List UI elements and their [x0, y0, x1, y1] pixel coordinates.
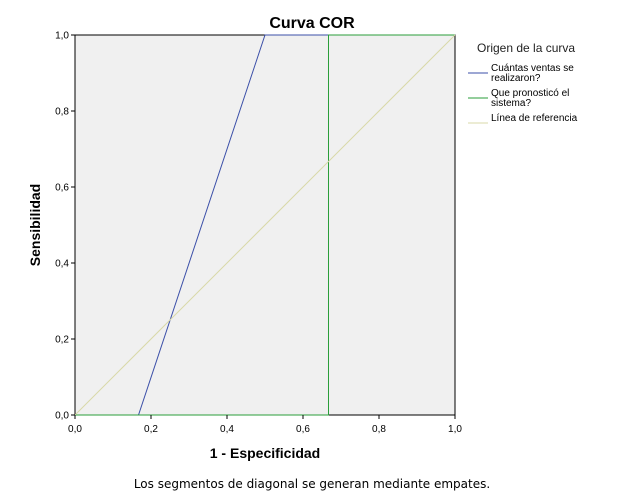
series-layer: [74, 34, 456, 416]
y-axis-label: Sensibilidad: [27, 184, 43, 266]
y-tick-label: 0,8: [55, 107, 69, 118]
x-tick-label: 0,8: [372, 424, 386, 435]
legend-label: Línea de referencia: [491, 113, 578, 124]
legend-item-1: Cuántas ventas se realizaron?: [468, 63, 574, 84]
legend-label: Cuántas ventas se realizaron?: [491, 63, 574, 84]
y-tick-label: 0,0: [55, 411, 69, 422]
legend-item-2: Que pronosticó el sistema?: [468, 88, 569, 109]
legend: Origen de la curva Cuántas ventas se real…: [468, 41, 578, 124]
x-tick-label: 0,4: [220, 424, 234, 435]
chart-title: Curva COR: [269, 15, 355, 32]
y-tick-label: 0,6: [55, 183, 69, 194]
series-line-3: [74, 34, 456, 416]
legend-title: Origen de la curva: [477, 41, 575, 55]
legend-item-3: Línea de referencia: [468, 113, 578, 124]
x-axis-label: 1 - Especificidad: [210, 445, 320, 461]
footnote: Los segmentos de diagonal se generan med…: [134, 477, 490, 491]
axis-layer: 0,0 0,2 0,4 0,6 0,8 1,0 0,0 0,2 0,4 0,6 0,8 1,0: [55, 31, 462, 436]
x-tick-label: 0,2: [144, 424, 158, 435]
x-tick-label: 0,0: [68, 424, 82, 435]
y-tick-label: 0,2: [55, 335, 69, 346]
y-tick-label: 1,0: [55, 31, 69, 42]
x-tick-label: 1,0: [448, 424, 462, 435]
series-line-2: [75, 34, 455, 416]
x-tick-label: 0,6: [296, 424, 310, 435]
y-tick-label: 0,4: [55, 259, 69, 270]
legend-label: Que pronosticó el sistema?: [491, 88, 569, 109]
